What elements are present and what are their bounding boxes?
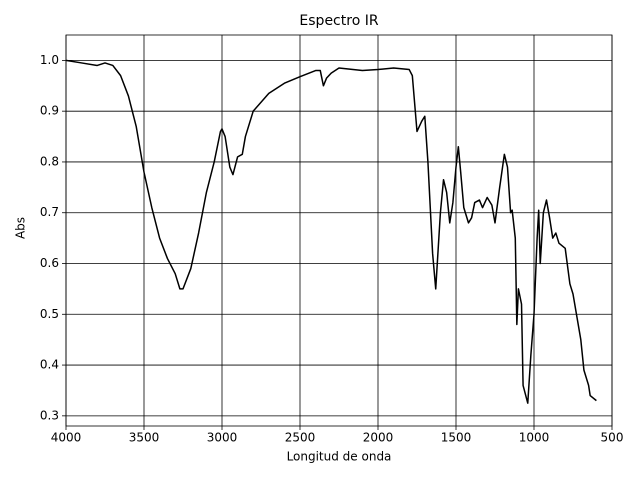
- y-tick-label: 0.6: [40, 256, 59, 270]
- x-tick-label: 2000: [363, 431, 394, 445]
- y-tick-label: 0.3: [40, 408, 59, 422]
- x-tick-label: 4000: [51, 431, 82, 445]
- x-tick-label: 1000: [519, 431, 550, 445]
- y-tick-label: 0.9: [40, 104, 59, 118]
- x-tick-label: 1500: [441, 431, 472, 445]
- y-axis-label: Abs: [14, 217, 28, 239]
- y-tick-label: 0.8: [40, 154, 59, 168]
- y-tick-label: 1.0: [40, 53, 59, 67]
- x-axis-label: Longitud de onda: [287, 450, 392, 464]
- y-tick-label: 0.4: [40, 358, 59, 372]
- x-tick-label: 3500: [129, 431, 160, 445]
- x-tick-label: 3000: [207, 431, 238, 445]
- x-tick-label: 2500: [285, 431, 316, 445]
- plot-frame: [65, 34, 613, 427]
- line: [65, 59, 597, 404]
- y-tick-label: 0.7: [40, 205, 59, 219]
- y-tick-label: 0.5: [40, 307, 59, 321]
- chart-title: Espectro IR: [299, 13, 378, 29]
- x-tick-label: 500: [601, 431, 624, 445]
